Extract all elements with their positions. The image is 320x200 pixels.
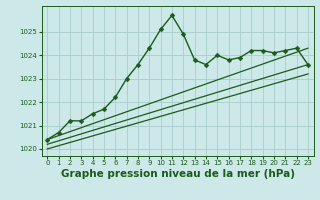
X-axis label: Graphe pression niveau de la mer (hPa): Graphe pression niveau de la mer (hPa) <box>60 169 295 179</box>
